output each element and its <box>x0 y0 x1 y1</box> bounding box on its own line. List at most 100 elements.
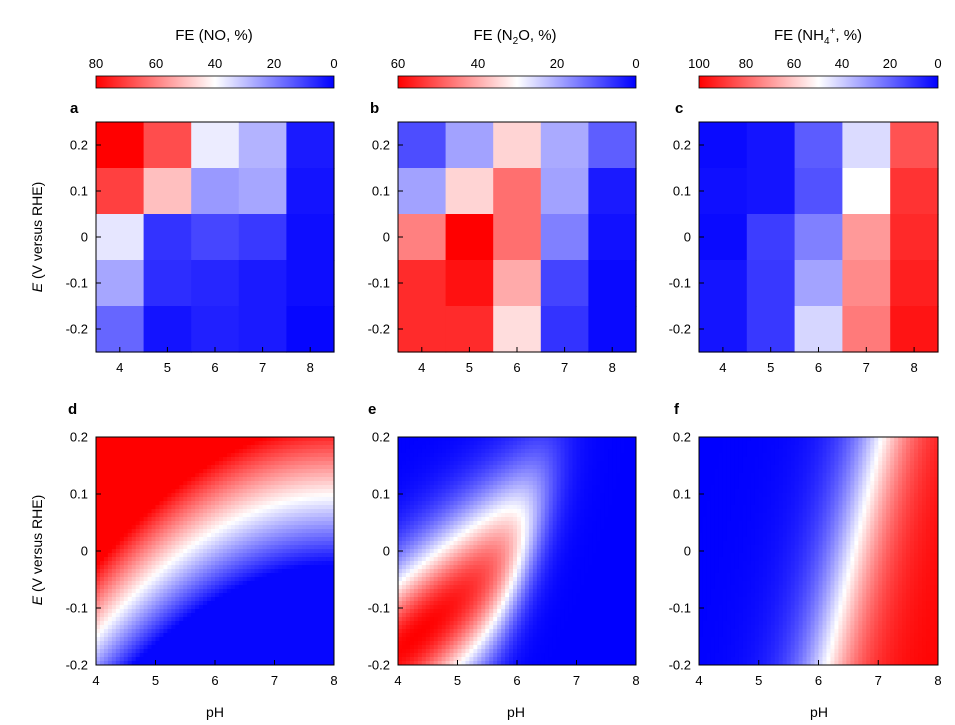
contour-cell <box>520 517 526 522</box>
contour-cell <box>183 449 188 454</box>
contour-cell <box>147 653 153 658</box>
contour-cell <box>215 557 220 562</box>
contour-cell <box>306 601 311 606</box>
contour-cell <box>302 605 307 610</box>
contour-cell <box>306 649 311 654</box>
contour-cell <box>457 505 462 510</box>
contour-cell <box>564 485 570 490</box>
contour-cell <box>230 545 236 550</box>
contour-cell <box>218 529 224 534</box>
contour-cell <box>405 441 411 446</box>
contour-cell <box>187 621 192 626</box>
contour-cell <box>215 609 220 614</box>
contour-cell <box>286 641 291 646</box>
contour-cell <box>230 529 236 534</box>
contour-cell <box>262 489 268 494</box>
contour-cell <box>215 457 220 462</box>
heatmap-cell <box>493 122 542 169</box>
contour-cell <box>211 501 216 506</box>
contour-cell <box>620 505 625 510</box>
contour-cell <box>222 497 228 502</box>
contour-cell <box>298 509 303 514</box>
cb-tick: 40 <box>208 56 222 71</box>
contour-cell <box>326 593 331 598</box>
contour-cell <box>191 617 196 622</box>
contour-cell <box>560 505 566 510</box>
contour-cell <box>143 517 149 522</box>
contour-cell <box>520 497 526 502</box>
contour-cell <box>560 453 566 458</box>
contour-cell <box>306 457 311 462</box>
contour-cell <box>409 525 415 530</box>
contour-cell <box>286 645 291 650</box>
contour-cell <box>290 601 295 606</box>
cb-tick: 20 <box>883 56 897 71</box>
contour-cell <box>230 621 236 626</box>
contour-cell <box>548 469 554 474</box>
contour-cell <box>314 545 319 550</box>
contour-cell <box>211 577 216 582</box>
contour-cell <box>314 485 319 490</box>
contour-cell <box>175 573 180 578</box>
contour-cell <box>187 641 192 646</box>
contour-cell <box>624 501 629 506</box>
contour-cell <box>226 533 232 538</box>
contour-cell <box>588 445 593 450</box>
contour-cell <box>318 513 323 518</box>
contour-cell <box>111 649 117 654</box>
contour-cell <box>628 477 633 482</box>
contour-cell <box>175 545 180 550</box>
contour-cell <box>445 441 451 446</box>
contour-cell <box>262 601 268 606</box>
contour-cell <box>604 525 609 530</box>
contour-cell <box>322 617 327 622</box>
contour-cell <box>175 453 180 458</box>
contour-cell <box>230 593 236 598</box>
contour-cell <box>552 497 558 502</box>
contour-cell <box>266 637 272 642</box>
contour-cell <box>592 509 597 514</box>
contour-cell <box>131 625 137 630</box>
contour-cell <box>513 485 518 490</box>
contour-cell <box>532 477 538 482</box>
contour-cell <box>171 461 176 466</box>
contour-cell <box>286 553 291 558</box>
contour-cell <box>556 437 562 442</box>
contour-cell <box>314 441 319 446</box>
contour-cell <box>262 597 268 602</box>
contour-cell <box>175 449 180 454</box>
contour-cell <box>266 605 272 610</box>
contour-cell <box>250 601 256 606</box>
contour-cell <box>449 525 455 530</box>
contour-cell <box>242 449 248 454</box>
contour-cell <box>250 625 256 630</box>
contour-cell <box>473 453 478 458</box>
contour-cell <box>96 517 101 522</box>
contour-cell <box>326 533 331 538</box>
contour-cell <box>481 437 486 442</box>
contour-cell <box>143 601 149 606</box>
contour-cell <box>266 633 272 638</box>
contour-cell <box>326 649 331 654</box>
contour-cell <box>266 565 272 570</box>
contour-cell <box>151 625 156 630</box>
heatmap-cell <box>398 214 447 261</box>
contour-cell <box>322 529 327 534</box>
heatmap-cell <box>699 214 748 261</box>
contour-cell <box>183 597 188 602</box>
contour-cell <box>588 513 593 518</box>
contour-cell <box>580 453 585 458</box>
contour-cell <box>326 437 331 442</box>
contour-cell <box>147 581 153 586</box>
contour-cell <box>298 577 303 582</box>
contour-cell <box>314 553 319 558</box>
contour-cell <box>131 469 137 474</box>
contour-cell <box>246 437 252 442</box>
contour-cell <box>115 613 121 618</box>
contour-cell <box>405 513 411 518</box>
contour-cell <box>111 613 117 618</box>
contour-cell <box>258 589 264 594</box>
contour-cell <box>171 453 176 458</box>
contour-cell <box>278 641 283 646</box>
contour-cell <box>493 513 498 518</box>
